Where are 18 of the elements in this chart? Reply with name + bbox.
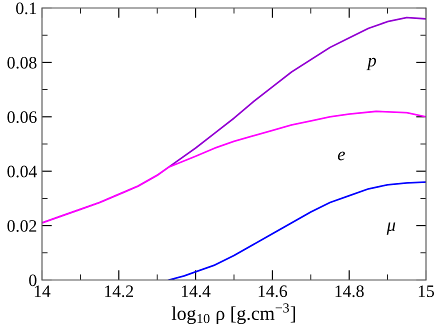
y-tick-label: 0.04 bbox=[7, 166, 37, 178]
y-tick-label: 0.08 bbox=[7, 56, 36, 69]
y-tick-label: 0.06 bbox=[7, 111, 37, 124]
series-label: p bbox=[366, 58, 376, 70]
x-tick-label: 15 bbox=[418, 285, 434, 298]
x-axis-title: log$_{10}$ ρ [g.cm$^{−3}$] bbox=[172, 303, 296, 324]
line-series bbox=[168, 181, 426, 280]
x-tick-label: 14.4 bbox=[182, 285, 211, 298]
y-tick-label: 0.02 bbox=[7, 220, 36, 232]
x-tick-label: 14.6 bbox=[258, 285, 288, 298]
y-tick-label: 0.1 bbox=[16, 2, 36, 14]
y-tick-label: 0 bbox=[29, 274, 36, 286]
x-tick-label: 14.8 bbox=[336, 285, 364, 298]
series-label: e bbox=[338, 152, 345, 160]
text: μ bbox=[386, 222, 396, 235]
x-tick-label: 14 bbox=[34, 285, 50, 297]
x-tick-label: 14.2 bbox=[105, 285, 134, 298]
line-series bbox=[42, 110, 426, 224]
